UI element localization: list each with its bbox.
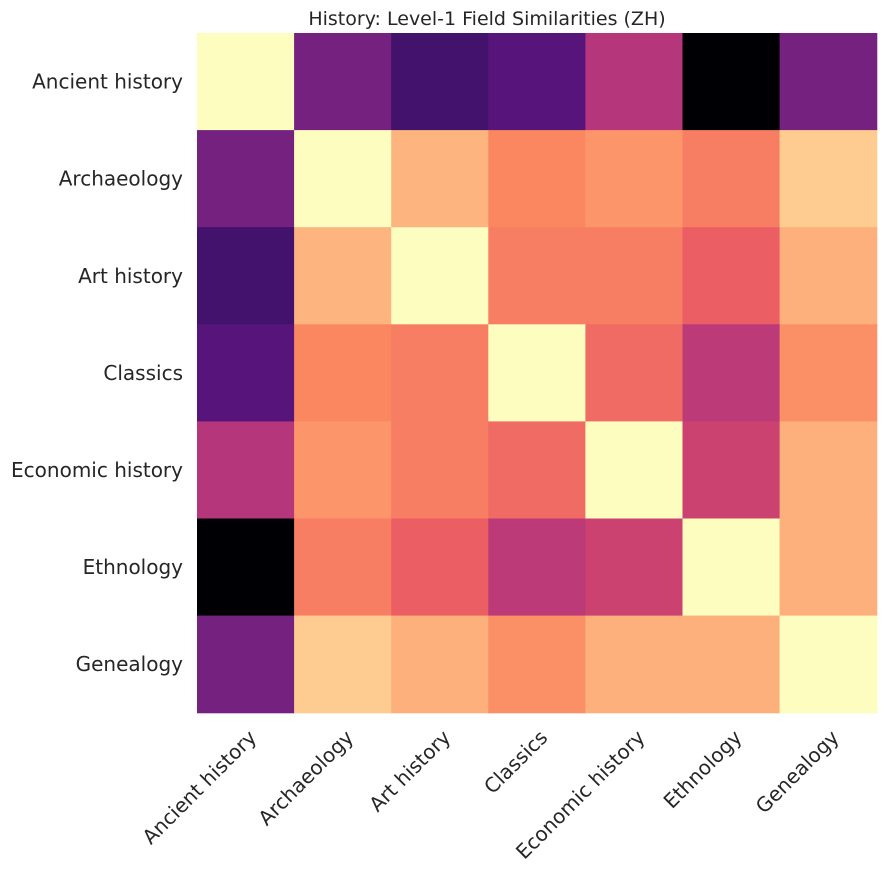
heatmap-cell <box>197 33 295 131</box>
y-tick-label: Ethnology <box>83 555 184 579</box>
heatmap-cell <box>682 33 781 131</box>
y-tick-label: Ancient history <box>32 70 183 94</box>
x-tick-label: Art history <box>364 725 455 816</box>
y-tick-label: Art history <box>78 264 183 288</box>
heatmap-cell <box>488 324 586 422</box>
heatmap-cell <box>391 324 489 422</box>
heatmap-cell <box>294 421 392 520</box>
heatmap-cell <box>682 227 781 325</box>
heatmap-cell <box>682 615 781 714</box>
heatmap-cell <box>682 518 781 617</box>
heatmap-cell <box>197 130 295 228</box>
heatmap-cell <box>779 227 878 325</box>
heatmap-cell <box>294 324 392 422</box>
heatmap-cell <box>391 421 489 520</box>
x-tick-label: Ancient history <box>137 725 261 849</box>
heatmap-cell <box>197 518 295 617</box>
heatmap-cell <box>585 227 684 325</box>
heatmap-cell <box>294 33 392 131</box>
x-tick-label: Genealogy <box>751 725 844 818</box>
heatmap-cell <box>488 518 586 617</box>
heatmap-cell <box>294 130 392 228</box>
heatmap-cell <box>488 421 586 520</box>
heatmap-cell <box>197 615 295 714</box>
x-tick-label: Archaeology <box>253 725 358 830</box>
heatmap-cell <box>197 324 295 422</box>
heatmap-cell <box>779 130 878 228</box>
y-tick-labels: Ancient history Archaeology Art history Cla… <box>11 70 183 677</box>
heatmap-cell <box>197 421 295 520</box>
chart-title: History: Level-1 Field Similarities (ZH) <box>308 8 665 30</box>
heatmap-cell <box>682 130 781 228</box>
heatmap-cell <box>682 421 781 520</box>
y-tick-label: Archaeology <box>59 167 183 191</box>
y-tick-label: Economic history <box>11 458 183 482</box>
x-tick-label: Ethnology <box>659 725 747 813</box>
heatmap-cell <box>585 324 684 422</box>
heatmap-cell <box>585 615 684 714</box>
heatmap-cell <box>488 615 586 714</box>
heatmap-cell <box>391 518 489 617</box>
heatmap-cell <box>779 615 878 714</box>
x-tick-label: Classics <box>479 725 552 798</box>
heatmap-cell <box>488 33 586 131</box>
heatmap-cells <box>197 33 878 714</box>
heatmap-cell <box>779 518 878 617</box>
heatmap-cell <box>682 324 781 422</box>
heatmap-cell <box>585 518 684 617</box>
heatmap-cell <box>585 33 684 131</box>
heatmap-cell <box>488 130 586 228</box>
heatmap-cell <box>391 33 489 131</box>
heatmap-cell <box>585 130 684 228</box>
heatmap-cell <box>294 518 392 617</box>
heatmap-cell <box>294 615 392 714</box>
heatmap-cell <box>197 227 295 325</box>
heatmap-cell <box>585 421 684 520</box>
heatmap-cell <box>779 324 878 422</box>
heatmap-cell <box>391 130 489 228</box>
y-tick-label: Classics <box>103 361 183 385</box>
heatmap-cell <box>391 615 489 714</box>
heatmap-cell <box>779 421 878 520</box>
heatmap-cell <box>779 33 878 131</box>
y-tick-label: Genealogy <box>76 652 184 676</box>
heatmap-cell <box>391 227 489 325</box>
heatmap-cell <box>488 227 586 325</box>
heatmap-cell <box>294 227 392 325</box>
